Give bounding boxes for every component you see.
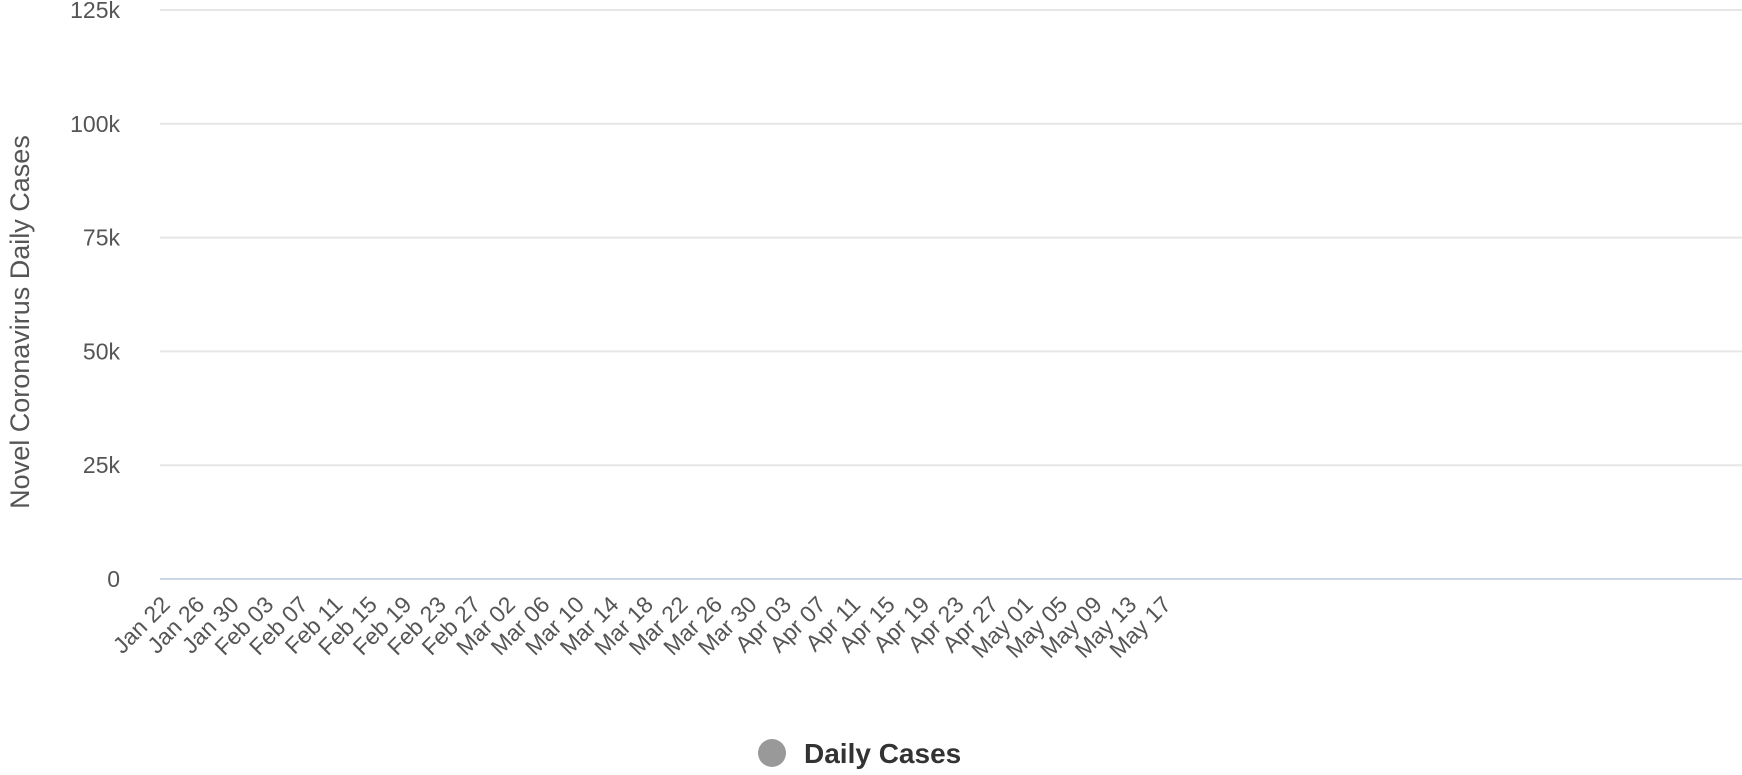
y-tick-label-50k: 50k bbox=[83, 338, 121, 364]
y-axis-tick-labels: 0 25k 50k 75k 100k 125k bbox=[70, 0, 120, 592]
y-axis-title: Novel Coronavirus Daily Cases bbox=[5, 135, 35, 509]
y-tick-label-0: 0 bbox=[107, 566, 120, 592]
grid-lines bbox=[160, 9, 1742, 467]
y-tick-label-75k: 75k bbox=[83, 225, 121, 251]
y-tick-label-100k: 100k bbox=[70, 111, 120, 137]
y-tick-label-125k: 125k bbox=[70, 0, 120, 23]
legend-marker-daily-cases bbox=[758, 739, 786, 767]
legend-label-daily-cases: Daily Cases bbox=[804, 738, 961, 769]
y-tick-label-25k: 25k bbox=[83, 452, 121, 478]
legend[interactable]: Daily Cases bbox=[758, 738, 961, 769]
